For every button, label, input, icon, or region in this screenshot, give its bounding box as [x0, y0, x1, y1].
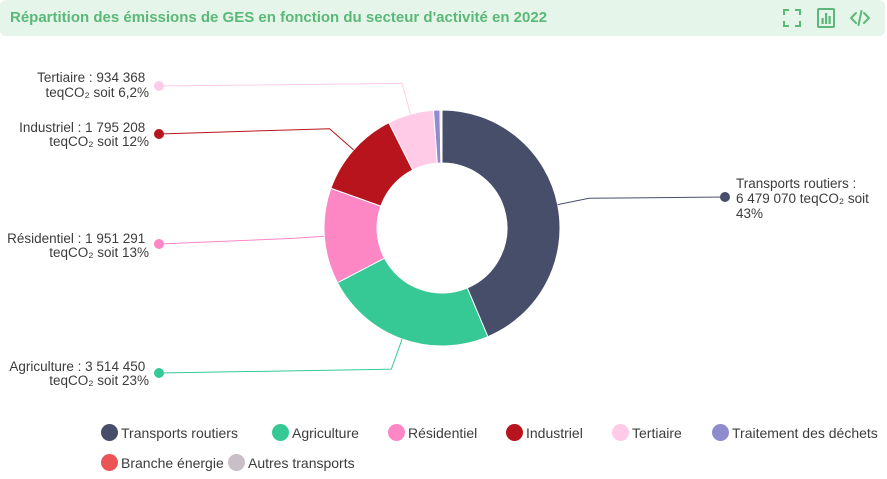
legend-label: Autres transports	[248, 454, 355, 471]
label-line: 6 479 070 teqCO₂ soit	[736, 191, 869, 206]
label-marker	[154, 239, 164, 249]
chart-icon[interactable]	[815, 7, 837, 29]
legend-item[interactable]: Résidentiel	[388, 424, 477, 441]
label-marker	[720, 192, 730, 202]
donut-chart: Transports routiers : 6 479 070 teqCO₂ s…	[7, 70, 873, 388]
label-line: 43%	[736, 206, 763, 221]
label-line: teqCO₂ soit 12%	[49, 134, 149, 149]
label-line: teqCO₂ soit 13%	[49, 245, 149, 260]
label-line: Transports routiers :	[736, 176, 856, 191]
legend-label: Industriel	[526, 424, 583, 441]
label-marker	[154, 368, 164, 378]
chart-header: Répartition des émissions de GES en fonc…	[0, 0, 885, 36]
legend-label: Traitement des déchets	[732, 424, 878, 441]
legend-item[interactable]: Branche énergie	[101, 454, 224, 471]
legend-item[interactable]: Transports routiers	[101, 424, 238, 441]
label-line: Agriculture : 3 514 450	[9, 359, 145, 374]
legend-label: Tertiaire	[632, 424, 682, 441]
label-tertiaire: Tertiaire : 934 368 teqCO₂ soit 6,2%	[37, 70, 149, 100]
legend-label: Branche énergie	[121, 454, 224, 471]
connector-tertiaire	[158, 82, 412, 115]
legend-marker	[228, 454, 245, 471]
label-line: Résidentiel : 1 951 291	[7, 231, 145, 246]
legend-marker	[101, 454, 118, 471]
connector-transports-routiers	[557, 196, 726, 206]
legend-marker	[612, 424, 629, 441]
label-agriculture: Agriculture : 3 514 450 teqCO₂ soit 23%	[9, 359, 149, 388]
chart-title: Répartition des émissions de GES en fonc…	[10, 9, 548, 26]
label-industriel: Industriel : 1 795 208 teqCO₂ soit 12%	[19, 120, 149, 149]
legend-item[interactable]: Industriel	[506, 424, 583, 441]
legend-marker	[506, 424, 523, 441]
label-residentiel: Résidentiel : 1 951 291 teqCO₂ soit 13%	[7, 231, 149, 260]
connector-industriel	[158, 128, 354, 151]
slice-agriculture[interactable]	[336, 257, 489, 347]
legend-marker	[712, 424, 729, 441]
slice-transports-routiers[interactable]	[441, 109, 561, 338]
legend-label: Résidentiel	[408, 424, 478, 441]
legend-marker	[388, 424, 405, 441]
slice-autres-transports[interactable]	[440, 109, 443, 164]
label-line: teqCO₂ soit 23%	[49, 373, 149, 388]
fullscreen-icon[interactable]	[781, 7, 803, 29]
toolbar	[781, 7, 871, 29]
label-marker	[154, 81, 164, 91]
legend-marker	[272, 424, 289, 441]
connector-r-sidentiel	[158, 235, 325, 245]
legend-marker	[101, 424, 118, 441]
label-line: Tertiaire : 934 368	[37, 70, 145, 85]
code-icon[interactable]	[849, 7, 871, 29]
label-transports-routiers: Transports routiers : 6 479 070 teqCO₂ s…	[736, 176, 873, 221]
legend-item[interactable]: Agriculture	[272, 424, 359, 441]
label-marker	[154, 129, 164, 139]
legend-item[interactable]: Traitement des déchets	[712, 424, 878, 441]
label-line: teqCO₂ soit 6,2%	[45, 85, 149, 100]
legend-label: Agriculture	[292, 424, 359, 441]
legend-item[interactable]: Autres transports	[228, 454, 355, 471]
connector-agriculture	[158, 338, 403, 374]
legend-label: Transports routiers	[121, 424, 238, 441]
label-line: Industriel : 1 795 208	[19, 120, 145, 135]
legend-item[interactable]: Tertiaire	[612, 424, 682, 441]
